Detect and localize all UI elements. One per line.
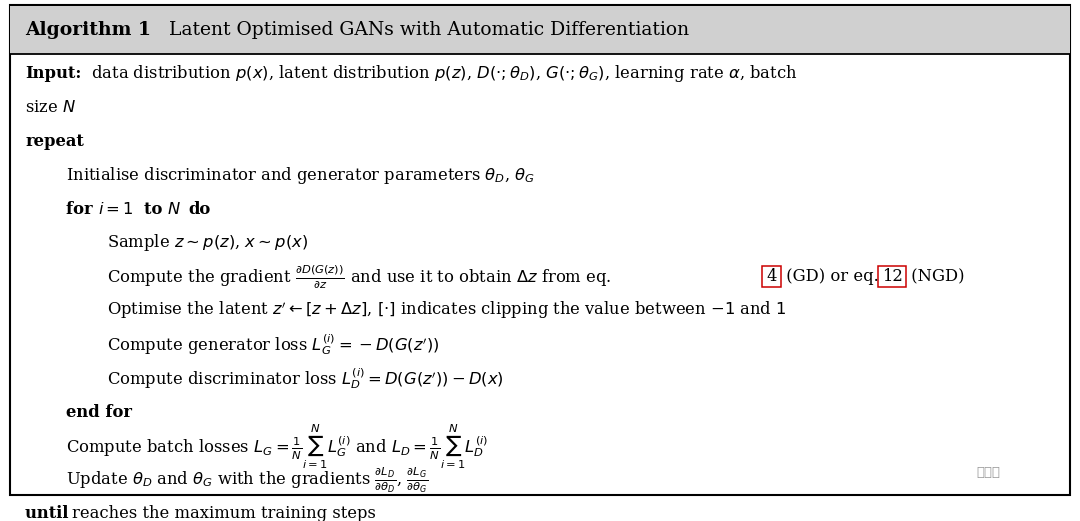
Text: Sample $z \sim p(z)$, $x \sim p(x)$: Sample $z \sim p(z)$, $x \sim p(x)$ [107,232,308,253]
Text: until: until [25,505,75,521]
Text: Compute generator loss $L_G^{(i)} = -D(G(z'))$: Compute generator loss $L_G^{(i)} = -D(G… [107,332,440,357]
Bar [878,266,906,287]
Text: for: for [66,201,98,218]
Text: 量子位: 量子位 [976,466,1000,479]
Text: Compute the gradient $\frac{\partial D(G(z))}{\partial z}$ and use it to obtain : Compute the gradient $\frac{\partial D(G… [107,264,613,290]
Text: Compute discriminator loss $L_D^{(i)} = D(G(z')) - D(x)$: Compute discriminator loss $L_D^{(i)} = … [107,366,504,391]
Bar [10,6,1070,54]
Text: Input:: Input: [25,65,81,82]
Text: do: do [189,201,211,218]
Text: Compute batch losses $L_G = \frac{1}{N}\sum_{i=1}^{N} L_G^{(i)}$ and $L_D = \fra: Compute batch losses $L_G = \frac{1}{N}\… [66,421,488,470]
Text: repeat: repeat [25,133,84,150]
Text: size $N$: size $N$ [25,99,76,116]
Text: (NGD): (NGD) [906,268,964,286]
Text: Algorithm 1: Algorithm 1 [25,21,151,39]
Text: reaches the maximum training steps: reaches the maximum training steps [72,505,376,521]
Text: to: to [144,201,167,218]
Text: $i = 1$: $i = 1$ [98,201,135,218]
Text: end for: end for [66,404,132,421]
Bar [761,266,781,287]
Text: Optimise the latent $z' \leftarrow [z + \Delta z]$, $[\cdot]$ indicates clipping: Optimise the latent $z' \leftarrow [z + … [107,300,786,321]
Text: Initialise discriminator and generator parameters $\theta_D$, $\theta_G$: Initialise discriminator and generator p… [66,165,535,185]
Text: Latent Optimised GANs with Automatic Differentiation: Latent Optimised GANs with Automatic Dif… [163,21,689,39]
Text: data distribution $p(x)$, latent distribution $p(z)$, $D\left(\cdot;\theta_D\rig: data distribution $p(x)$, latent distrib… [86,63,798,84]
Text: $N$: $N$ [167,201,181,218]
Text: 4: 4 [767,268,777,286]
Text: 12: 12 [881,268,903,286]
Text: (GD) or eq.: (GD) or eq. [781,268,885,286]
Text: Update $\theta_D$ and $\theta_G$ with the gradients $\frac{\partial L_D}{\partia: Update $\theta_D$ and $\theta_G$ with th… [66,465,429,495]
